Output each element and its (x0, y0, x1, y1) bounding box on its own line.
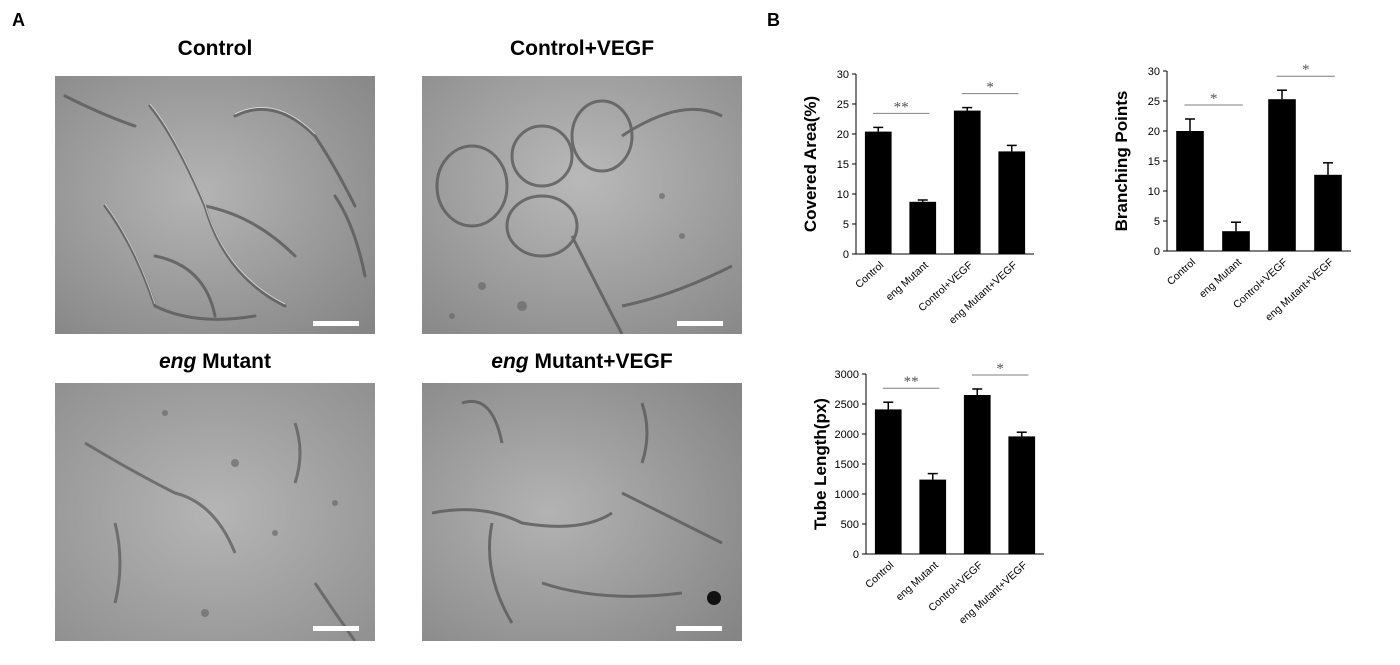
x-tick-label: Control (853, 259, 886, 291)
y-tick-label: 2000 (835, 429, 859, 441)
micrograph-title-text: Control+VEGF (509, 37, 655, 60)
y-axis-label: Branching Points (1112, 91, 1131, 232)
micrograph-title-italic: eng (159, 350, 197, 373)
y-axis-label: Tube Length(px) (811, 398, 830, 530)
y-tick-label: 20 (1148, 126, 1160, 138)
micrograph-control-vegf (422, 76, 742, 334)
bar (874, 409, 902, 554)
y-tick-label: 0 (843, 249, 849, 261)
micrograph-title-control-vegf: Control+VEGF (422, 37, 742, 61)
micrograph-eng-mutant-vegf (422, 383, 742, 641)
y-tick-label: 1000 (835, 489, 859, 501)
y-tick-label: 10 (837, 189, 849, 201)
micrograph-title-eng-mutant: eng Mutant (55, 350, 375, 374)
panel-label-a: A (12, 10, 25, 30)
y-tick-label: 5 (843, 219, 849, 231)
y-tick-label: 30 (1148, 66, 1160, 78)
bar (909, 201, 937, 254)
micrograph-image (55, 76, 375, 334)
micrograph-image (422, 383, 742, 641)
micrograph-control (55, 76, 375, 334)
chart-tube-length-svg: 0 500 1000 1500 2000 2500 3000 Tube Length(px) C… (811, 361, 1044, 627)
significance-label: ** (894, 99, 909, 115)
micrograph-title-text: Mutant (196, 350, 271, 373)
chart-tube-length: 0 500 1000 1500 2000 2500 3000 Tube Length(px) C… (800, 360, 1090, 665)
y-tick-label: 25 (837, 99, 849, 111)
bar (953, 110, 981, 254)
bar (998, 151, 1026, 254)
micrograph-title-text: Control (177, 37, 253, 60)
bar (1176, 131, 1204, 251)
scale-bar (313, 321, 359, 326)
x-tick-label: eng Mutant (894, 559, 941, 603)
bar (864, 131, 892, 254)
panel-label-b: B (767, 10, 780, 30)
bar (1268, 99, 1296, 251)
x-tick-label: eng Mutant (884, 259, 931, 303)
y-tick-label: 15 (837, 159, 849, 171)
micrograph-title-eng-mutant-vegf: eng Mutant+VEGF (422, 350, 742, 374)
significance-label: * (1210, 91, 1218, 107)
y-tick-label: 10 (1148, 186, 1160, 198)
x-tick-label: Control (863, 559, 896, 591)
x-tick-label: eng Mutant (1197, 256, 1244, 300)
micrograph-title-control: Control (55, 37, 375, 61)
y-tick-label: 3000 (835, 369, 859, 381)
chart-covered-area: 0 5 10 15 20 25 30 Covered Area(%) Control eng Mu… (800, 60, 1070, 365)
scale-bar (313, 626, 359, 631)
bar (963, 395, 991, 554)
y-axis-label: Covered Area(%) (801, 96, 820, 232)
micrograph-title-text: Mutant+VEGF (528, 350, 673, 373)
bar (1314, 174, 1342, 251)
micrograph-image (422, 76, 742, 334)
y-tick-label: 20 (837, 129, 849, 141)
significance-label: * (996, 361, 1004, 377)
bar (919, 479, 947, 554)
y-tick-label: 1500 (835, 459, 859, 471)
micrograph-image (55, 383, 375, 641)
y-tick-label: 0 (1154, 246, 1160, 258)
significance-label: ** (904, 374, 919, 390)
x-tick-label: Control (1165, 256, 1198, 288)
y-tick-label: 500 (841, 519, 859, 531)
y-tick-label: 2500 (835, 399, 859, 411)
scale-bar (676, 626, 722, 631)
y-tick-label: 25 (1148, 96, 1160, 108)
micrograph-eng-mutant (55, 383, 375, 641)
y-tick-label: 0 (853, 549, 859, 561)
y-tick-label: 5 (1154, 216, 1160, 228)
y-tick-label: 15 (1148, 156, 1160, 168)
significance-label: * (986, 80, 994, 96)
chart-branching-points: 0 5 10 15 20 25 30 Branching Points Control eng M… (1112, 57, 1383, 362)
y-tick-label: 30 (837, 69, 849, 81)
micrograph-title-italic: eng (491, 350, 529, 373)
significance-label: * (1302, 62, 1310, 78)
bar (1222, 231, 1250, 251)
bar (1008, 436, 1036, 554)
scale-bar (677, 321, 723, 326)
